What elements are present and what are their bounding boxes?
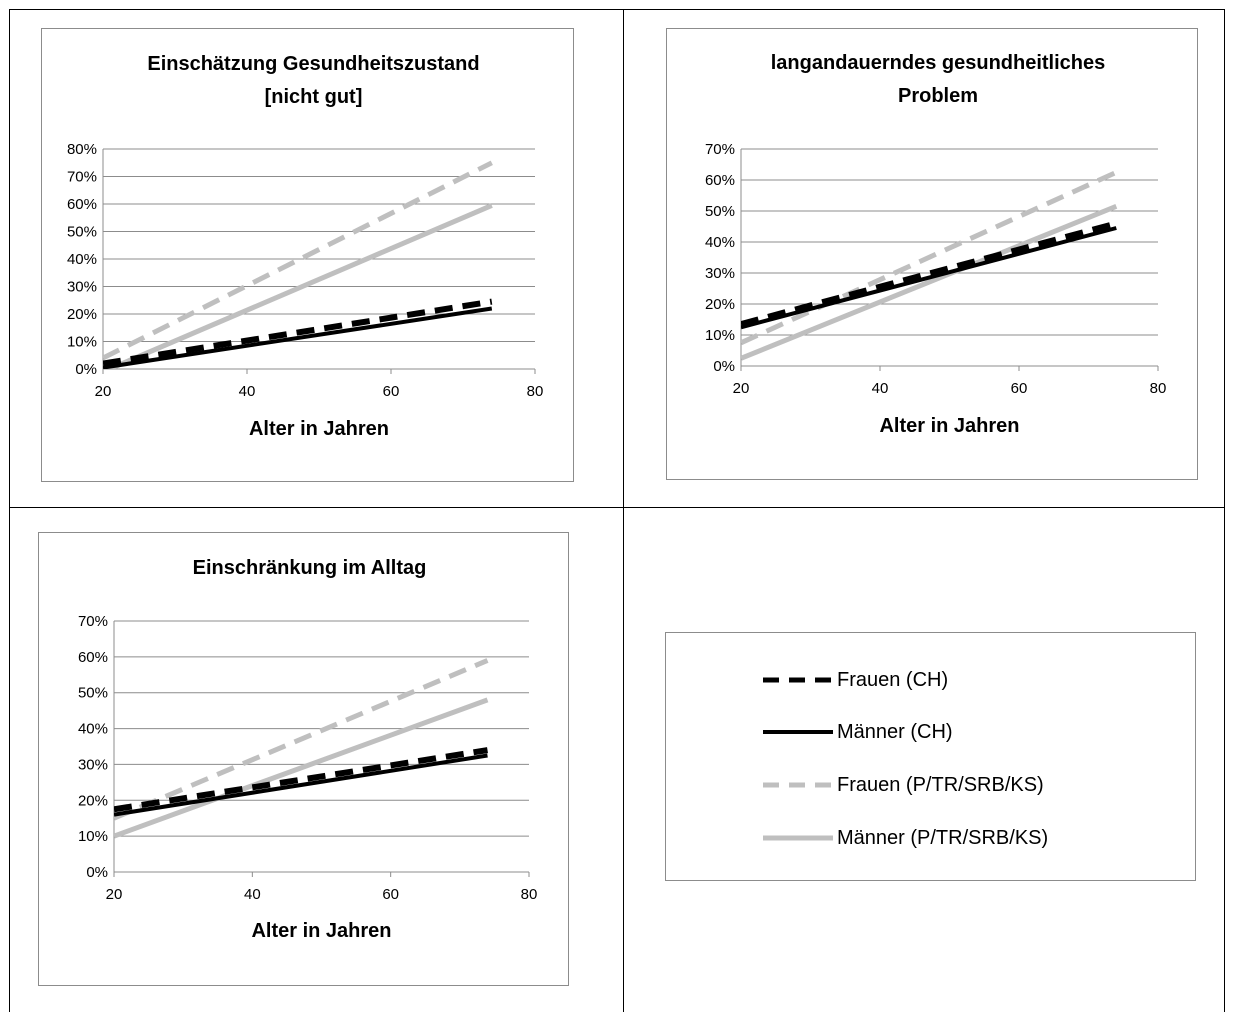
series-line-frauen-ch bbox=[741, 220, 1118, 327]
x-tick-label: 20 bbox=[95, 383, 112, 400]
y-tick-label: 0% bbox=[75, 361, 97, 378]
y-tick-label: 30% bbox=[705, 265, 735, 282]
legend-swatch-maenner-ch bbox=[763, 730, 833, 734]
y-tick-label: 20% bbox=[67, 306, 97, 323]
y-tick-label: 60% bbox=[705, 172, 735, 189]
series-line-m-nner-p-tr-srb-ks bbox=[741, 203, 1118, 361]
y-tick-label: 70% bbox=[705, 141, 735, 158]
legend-swatch-frauen-mig bbox=[763, 782, 831, 788]
legend-swatch-frauen-ch bbox=[763, 677, 831, 683]
legend-label: Männer (P/TR/SRB/KS) bbox=[837, 826, 1049, 849]
legend-item-frauen-mig: Frauen (P/TR/SRB/KS) bbox=[761, 770, 1044, 800]
x-axis-title: Alter in Jahren bbox=[879, 415, 1019, 437]
x-tick-label: 40 bbox=[244, 886, 261, 903]
y-tick-label: 10% bbox=[78, 828, 108, 845]
series-line-frauen-ch bbox=[114, 747, 488, 813]
chart-title-line: Einschränkung im Alltag bbox=[193, 557, 427, 579]
legend-swatch-maenner-mig bbox=[763, 835, 833, 841]
chart-svg: Einschätzung Gesundheitszustand [nicht gu… bbox=[67, 53, 544, 440]
y-tick-label: 30% bbox=[67, 279, 97, 296]
x-tick-label: 20 bbox=[106, 886, 123, 903]
y-tick-label: 60% bbox=[78, 649, 108, 666]
chart-gesundheitszustand: Einschätzung Gesundheitszustand [nicht gu… bbox=[41, 28, 574, 482]
y-tick-label: 10% bbox=[67, 334, 97, 351]
y-tick-label: 40% bbox=[67, 251, 97, 268]
chart-title-line: Einschätzung Gesundheitszustand bbox=[147, 53, 479, 75]
chart-title-line: [nicht gut] bbox=[265, 86, 363, 108]
series-line-m-nner-ch bbox=[103, 306, 493, 369]
y-tick-label: 40% bbox=[78, 721, 108, 738]
legend-label: Männer (CH) bbox=[837, 720, 953, 743]
series-line-frauen-p-tr-srb-ks bbox=[103, 160, 493, 361]
series-line-frauen-p-tr-srb-ks bbox=[741, 170, 1118, 346]
y-tick-label: 10% bbox=[705, 327, 735, 344]
legend-label: Frauen (CH) bbox=[837, 668, 949, 691]
x-tick-label: 40 bbox=[239, 383, 256, 400]
x-tick-label: 60 bbox=[382, 886, 399, 903]
y-tick-label: 50% bbox=[67, 224, 97, 241]
legend-item-frauen-ch: Frauen (CH) bbox=[761, 665, 948, 695]
x-tick-label: 60 bbox=[383, 383, 400, 400]
legend-item-maenner-mig: Männer (P/TR/SRB/KS) bbox=[761, 823, 1048, 853]
chart-einschraenkung-alltag: Einschränkung im Alltag 0% 10% 20% 30% 40% 50%… bbox=[38, 532, 569, 986]
chart-title-line: Problem bbox=[898, 85, 978, 107]
x-tick-label: 80 bbox=[1150, 380, 1167, 397]
series-line-m-nner-p-tr-srb-ks bbox=[114, 697, 489, 839]
y-tick-label: 40% bbox=[705, 234, 735, 251]
y-tick-label: 70% bbox=[78, 613, 108, 630]
x-axis-title: Alter in Jahren bbox=[249, 418, 389, 440]
y-tick-label: 50% bbox=[705, 203, 735, 220]
chart-svg: langandauerndes gesundheitliches Problem 0… bbox=[705, 52, 1167, 437]
y-tick-label: 20% bbox=[705, 296, 735, 313]
x-tick-label: 40 bbox=[872, 380, 889, 397]
chart-title-line: langandauerndes gesundheitliches bbox=[771, 52, 1106, 74]
legend: Frauen (CH) Männer (CH) Frauen (P/TR/SRB… bbox=[665, 632, 1196, 881]
series-line-m-nner-ch bbox=[114, 753, 488, 817]
x-tick-label: 80 bbox=[521, 886, 538, 903]
chart-svg: Einschränkung im Alltag 0% 10% 20% 30% 40% 50%… bbox=[78, 557, 538, 942]
series-line-frauen-ch bbox=[103, 298, 493, 367]
y-tick-label: 30% bbox=[78, 756, 108, 773]
x-tick-label: 80 bbox=[527, 383, 544, 400]
series-line-m-nner-p-tr-srb-ks bbox=[103, 203, 493, 369]
x-tick-label: 20 bbox=[733, 380, 750, 397]
y-tick-label: 80% bbox=[67, 141, 97, 158]
y-tick-label: 60% bbox=[67, 196, 97, 213]
chart-gesundheitliches-problem: langandauerndes gesundheitliches Problem 0… bbox=[666, 28, 1198, 480]
y-tick-label: 0% bbox=[86, 864, 108, 881]
x-tick-label: 60 bbox=[1011, 380, 1028, 397]
x-axis-title: Alter in Jahren bbox=[251, 920, 391, 942]
y-tick-label: 70% bbox=[67, 169, 97, 186]
legend-item-maenner-ch: Männer (CH) bbox=[761, 717, 953, 747]
y-tick-label: 20% bbox=[78, 792, 108, 809]
series-line-m-nner-ch bbox=[741, 226, 1117, 330]
layout-frame bbox=[9, 9, 1225, 1012]
series-line-frauen-p-tr-srb-ks bbox=[114, 658, 489, 821]
y-tick-label: 50% bbox=[78, 685, 108, 702]
legend-label: Frauen (P/TR/SRB/KS) bbox=[837, 773, 1044, 796]
y-tick-label: 0% bbox=[713, 358, 735, 375]
